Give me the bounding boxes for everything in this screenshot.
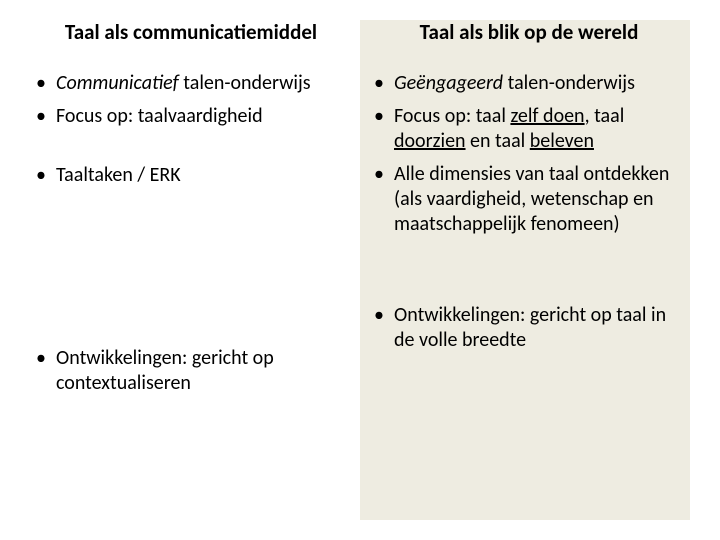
slide: Taal als communicatiemiddel Communicatie… [0,0,720,540]
text-segment: Focus op: taal [394,104,510,128]
text-segment: Ontwikkelingen: gericht op contextualise… [56,346,274,395]
text-segment: talen-onderwijs [503,71,635,95]
left-bullets: Communicatief talen-onderwijs Focus op: t… [30,71,352,404]
text-segment: , taal [585,104,625,128]
left-title: Taal als communicatiemiddel [30,20,352,45]
right-bullets: Geëngageerd talen-onderwijs Focus op: taa… [368,71,690,361]
right-block-1: Geëngageerd talen-onderwijs Focus op: taa… [368,71,690,237]
text-segment: talen-onderwijs [179,71,311,95]
bullet-item: Focus op: taalvaardigheid [30,104,352,129]
gap [30,137,352,163]
left-block-1: Communicatief talen-onderwijs Focus op: t… [30,71,352,129]
bullet-item: Taaltaken / ERK [30,163,352,188]
bullet-item: Alle dimensies van taal ontdekken (als v… [368,162,690,237]
two-columns: Taal als communicatiemiddel Communicatie… [30,20,690,520]
right-column: Taal als blik op de wereld Geëngageerd t… [360,20,690,520]
text-segment: doorzien [394,129,466,153]
bullet-item: Focus op: taal zelf doen, taal doorzien … [368,104,690,154]
gap [368,245,690,303]
text-segment: zelf doen [510,104,584,128]
bullet-item: Geëngageerd talen-onderwijs [368,71,690,96]
text-segment: Focus op: taalvaardigheid [56,104,263,128]
text-segment: Alle dimensies van taal ontdekken (als v… [394,162,669,236]
bullet-item: Communicatief talen-onderwijs [30,71,352,96]
bullet-item: Ontwikkelingen: gericht op taal in de vo… [368,303,690,353]
text-segment: Ontwikkelingen: gericht op taal in de vo… [394,303,666,352]
right-title: Taal als blik op de wereld [368,20,690,45]
text-segment: Communicatief [56,71,179,95]
text-segment: en taal [466,129,530,153]
text-segment: beleven [530,129,594,153]
left-block-3: Ontwikkelingen: gericht op contextualise… [30,346,352,396]
text-segment: Geëngageerd [394,71,503,95]
left-column: Taal als communicatiemiddel Communicatie… [30,20,360,520]
left-block-2: Taaltaken / ERK [30,163,352,188]
right-block-2: Ontwikkelingen: gericht op taal in de vo… [368,303,690,353]
bullet-item: Ontwikkelingen: gericht op contextualise… [30,346,352,396]
gap [30,196,352,346]
text-segment: Taaltaken / ERK [56,163,181,187]
